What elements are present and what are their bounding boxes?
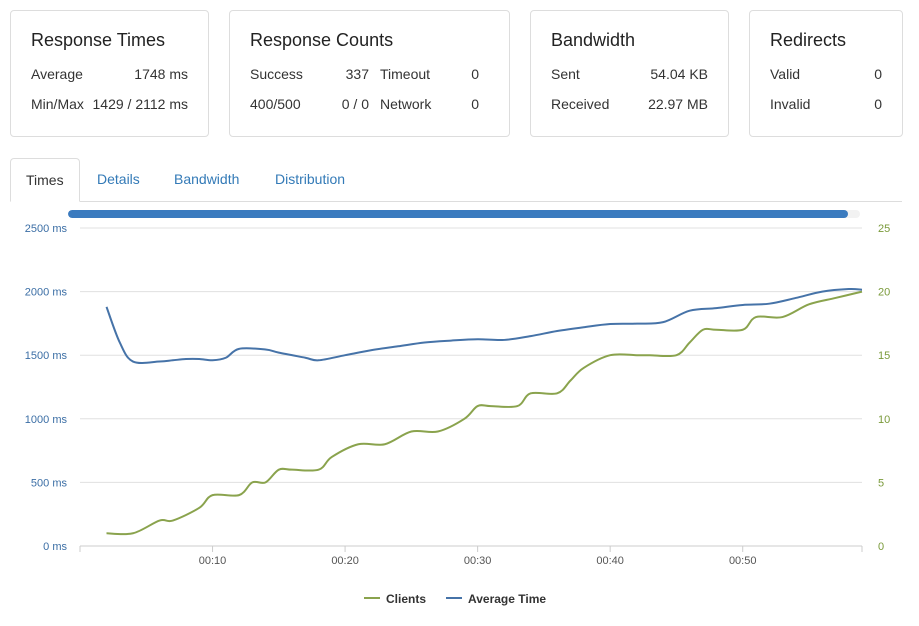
average-value: 1748 ms — [134, 66, 188, 82]
errors-label: 400/500 — [250, 96, 301, 112]
chart-tabs: Times Details Bandwidth Distribution — [10, 158, 902, 202]
bandwidth-card: Bandwidth Sent 54.04 KB Received 22.97 M… — [530, 10, 729, 137]
y-left-tick-label: 1000 ms — [25, 414, 68, 426]
average-label: Average — [31, 66, 83, 82]
success-label: Success — [250, 66, 303, 82]
response-times-card: Response Times Average 1748 ms Min/Max 1… — [10, 10, 209, 137]
tab-times[interactable]: Times — [10, 158, 80, 202]
y-right-tick-label: 25 — [878, 223, 890, 235]
sent-label: Sent — [551, 66, 580, 82]
y-right-tick-label: 15 — [878, 350, 890, 362]
progress-bar-fill — [68, 210, 849, 218]
network-value: 0 — [471, 96, 479, 112]
y-left-tick-label: 1500 ms — [25, 350, 68, 362]
tab-details[interactable]: Details — [97, 171, 140, 187]
average-time-legend-label: Average Time — [468, 592, 546, 606]
minmax-value: 1429 / 2112 ms — [92, 96, 188, 112]
tab-distribution[interactable]: Distribution — [275, 171, 346, 187]
valid-value: 0 — [874, 66, 882, 82]
y-left-tick-label: 500 ms — [31, 477, 68, 489]
timeout-label: Timeout — [380, 66, 431, 82]
x-tick-label: 00:30 — [464, 555, 492, 567]
y-right-tick-label: 10 — [878, 414, 890, 426]
y-right-tick-label: 20 — [878, 287, 890, 299]
x-tick-label: 00:10 — [199, 555, 227, 567]
invalid-value: 0 — [874, 96, 882, 112]
y-left-tick-label: 2500 ms — [25, 223, 68, 235]
response-counts-card: Response Counts Success 337 Timeout 0 40… — [229, 10, 510, 137]
tab-bandwidth[interactable]: Bandwidth — [174, 171, 240, 187]
response-times-title: Response Times — [31, 30, 166, 50]
clients-line — [106, 290, 863, 536]
y-right-tick-label: 5 — [878, 477, 884, 489]
sent-value: 54.04 KB — [650, 66, 708, 82]
redirects-title: Redirects — [770, 30, 847, 50]
received-label: Received — [551, 96, 610, 112]
y-right-tick-label: 0 — [878, 541, 884, 553]
x-tick-label: 00:40 — [596, 555, 624, 567]
received-value: 22.97 MB — [648, 96, 708, 112]
x-tick-label: 00:50 — [729, 555, 757, 567]
clients-legend-label: Clients — [386, 592, 426, 606]
response-counts-title: Response Counts — [250, 30, 394, 50]
y-left-tick-label: 2000 ms — [25, 287, 68, 299]
x-tick-label: 00:20 — [331, 555, 359, 567]
network-label: Network — [380, 96, 432, 112]
average-time-line — [105, 287, 863, 365]
errors-value: 0 / 0 — [341, 96, 369, 112]
progress-bar — [68, 210, 860, 218]
redirects-card: Redirects Valid 0 Invalid 0 — [749, 10, 903, 137]
valid-label: Valid — [770, 66, 801, 82]
invalid-label: Invalid — [770, 96, 811, 112]
success-value: 337 — [345, 66, 369, 82]
y-left-tick-label: 0 ms — [43, 541, 67, 553]
timeout-value: 0 — [471, 66, 479, 82]
minmax-label: Min/Max — [31, 96, 84, 112]
bandwidth-title: Bandwidth — [551, 30, 636, 50]
